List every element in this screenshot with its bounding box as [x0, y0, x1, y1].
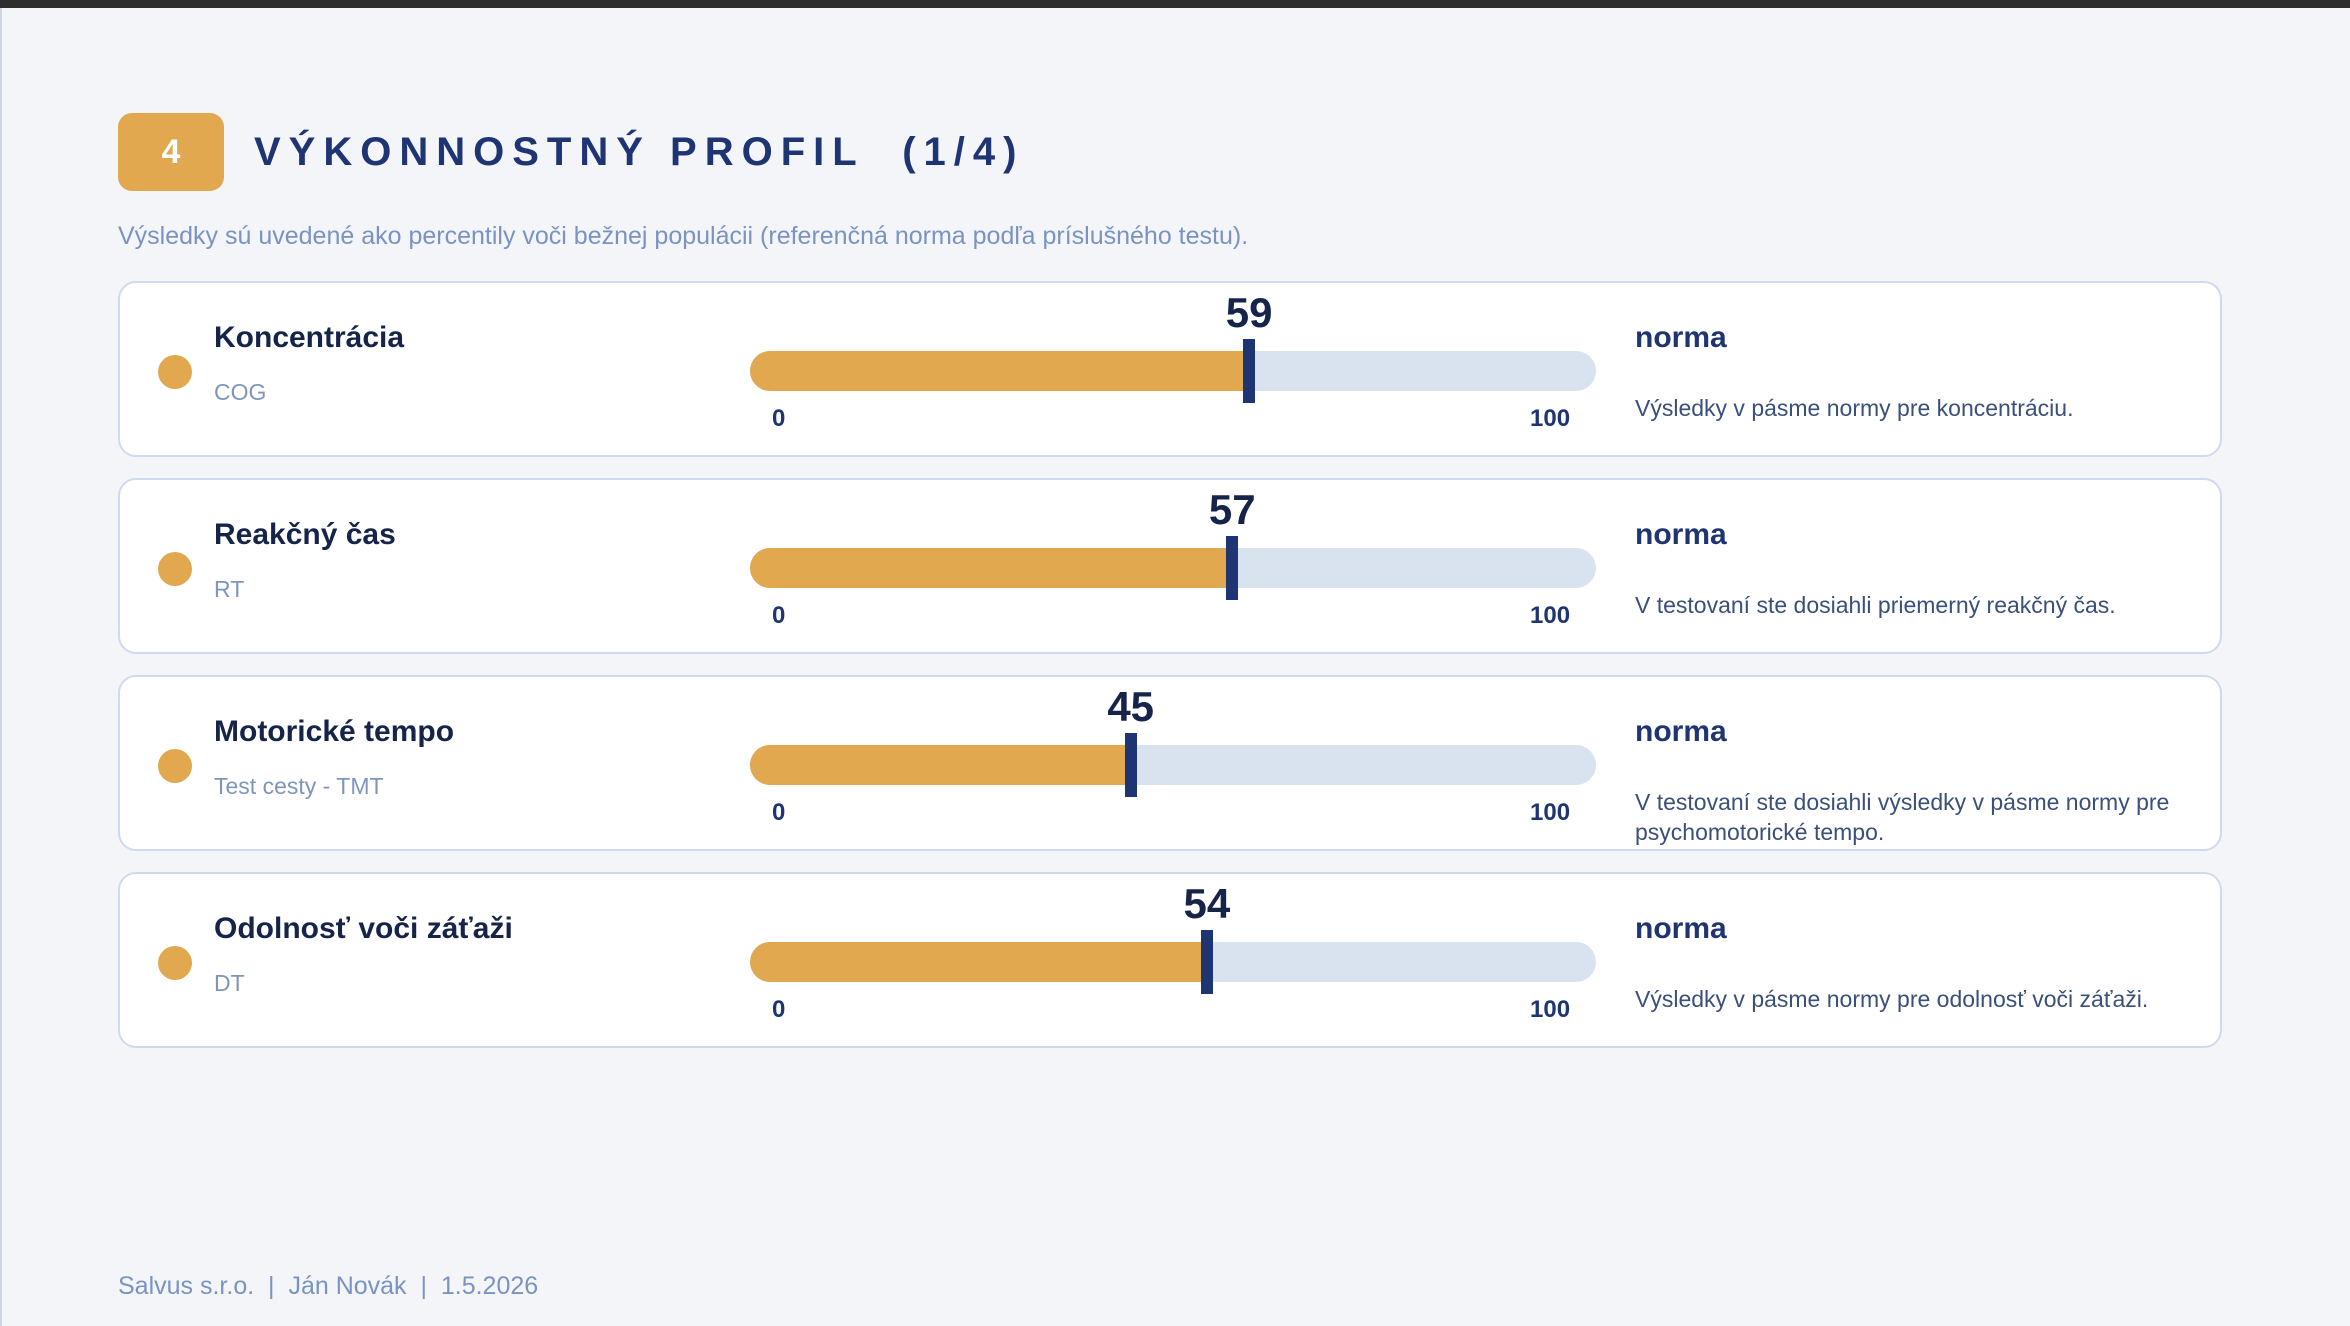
- metric-name: Motorické tempo: [214, 715, 455, 748]
- norm-label: norma: [1635, 321, 1727, 354]
- scale-max-label: 100: [1530, 996, 1571, 1023]
- metric-name: Koncentrácia: [214, 321, 405, 354]
- score-marker: [1200, 930, 1213, 994]
- section-subtitle: Výsledky sú uvedené ako percentily voči …: [118, 222, 1249, 250]
- norm-description: V testovaní ste dosiahli priemerný reakč…: [1635, 592, 2116, 618]
- norm-label: norma: [1635, 912, 1727, 945]
- norm-label: norma: [1635, 715, 1727, 748]
- window-top-bar: [0, 0, 2350, 8]
- score-value: 59: [1225, 289, 1273, 336]
- scale-max-label: 100: [1530, 602, 1571, 629]
- norm-description: Výsledky v pásme normy pre odolnosť voči…: [1635, 986, 2149, 1012]
- metric-code: COG: [214, 379, 267, 405]
- metric-code: RT: [214, 576, 245, 602]
- score-marker: [1124, 733, 1137, 797]
- score-bar-track: 57: [750, 486, 1596, 600]
- metric-card: Koncentrácia COG 59 0 100 norma Výsledky…: [118, 281, 2222, 457]
- metric-code: DT: [214, 970, 245, 996]
- status-dot-icon: [158, 552, 192, 586]
- score-bar-fill: [750, 351, 1250, 391]
- metric-name: Reakčný čas: [214, 518, 396, 551]
- score-bar-track: 54: [750, 880, 1596, 994]
- norm-description: Výsledky v pásme normy pre koncentráciu.: [1635, 395, 2074, 421]
- scale-max-label: 100: [1530, 799, 1571, 826]
- report-page: 4 VÝKONNOSTNÝ PROFIL (1/4) Výsledky sú u…: [0, 8, 2350, 1326]
- metric-card: Odolnosť voči záťaži DT 54 0 100 norma V…: [118, 872, 2222, 1048]
- score-bar-track: 45: [750, 683, 1596, 797]
- section-title: VÝKONNOSTNÝ PROFIL (1/4): [254, 129, 1025, 174]
- norm-description: V testovaní ste dosiahli výsledky v pásm…: [1635, 789, 2170, 845]
- metric-code: Test cesty - TMT: [214, 773, 384, 799]
- section-number-badge: 4: [118, 113, 224, 191]
- status-dot-icon: [158, 355, 192, 389]
- score-value: 54: [1183, 880, 1231, 927]
- status-dot-icon: [158, 749, 192, 783]
- metric-name: Odolnosť voči záťaži: [214, 912, 513, 945]
- score-marker: [1243, 339, 1256, 403]
- scale-min-label: 0: [772, 996, 786, 1023]
- score-bar-fill: [750, 745, 1131, 785]
- metric-card: Motorické tempo Test cesty - TMT 45 0 10…: [118, 675, 2222, 851]
- score-value: 57: [1208, 486, 1256, 533]
- scale-min-label: 0: [772, 799, 786, 826]
- scale-max-label: 100: [1530, 405, 1571, 432]
- score-bar-fill: [750, 548, 1233, 588]
- status-dot-icon: [158, 946, 192, 980]
- score-bar-track: 59: [750, 289, 1596, 403]
- norm-label: norma: [1635, 518, 1727, 551]
- section-header: 4 VÝKONNOSTNÝ PROFIL (1/4): [118, 112, 1024, 192]
- scale-min-label: 0: [772, 602, 786, 629]
- metric-card: Reakčný čas RT 57 0 100 norma V testovan…: [118, 478, 2222, 654]
- score-bar-fill: [750, 942, 1207, 982]
- score-marker: [1226, 536, 1239, 600]
- scale-min-label: 0: [772, 405, 786, 432]
- score-value: 45: [1107, 683, 1155, 730]
- page-footer: Salvus s.r.o. | Ján Novák | 1.5.2026: [118, 1272, 539, 1300]
- page-edge: [0, 8, 2, 1326]
